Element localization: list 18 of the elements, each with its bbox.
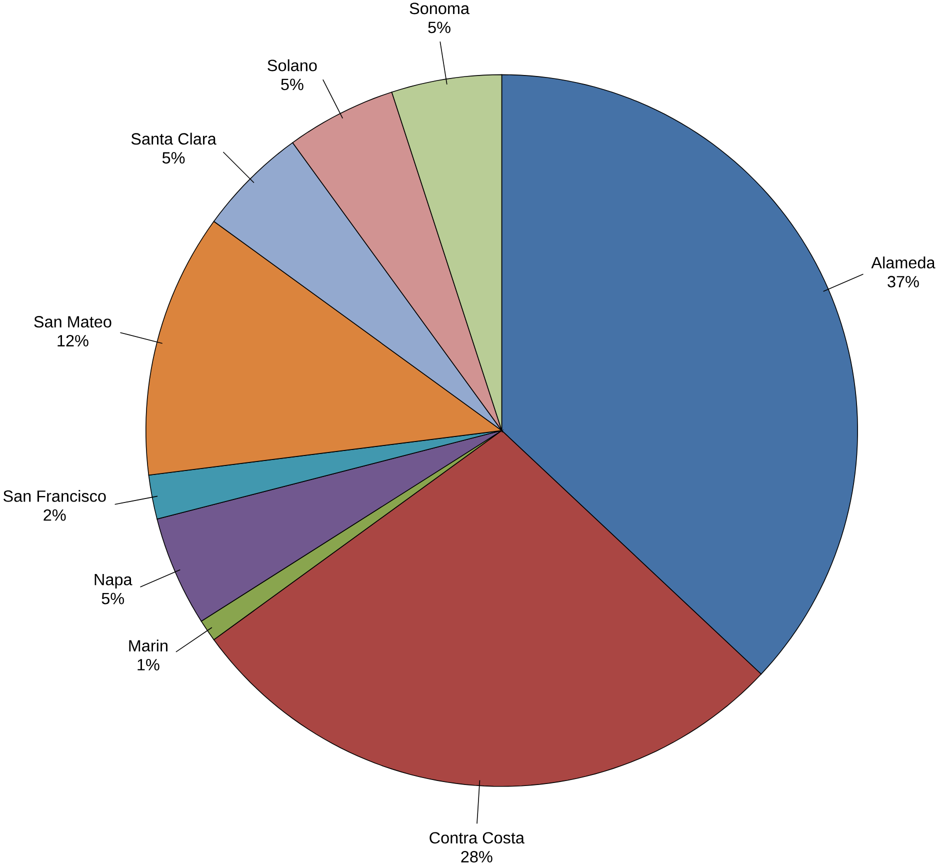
data-label: 37% — [888, 276, 919, 288]
data-label: 12% — [58, 334, 88, 346]
data-label: 28% — [461, 850, 492, 862]
slice-label: Contra Costa — [430, 832, 524, 844]
slice-label: Santa Clara — [131, 132, 216, 145]
data-label: 5% — [428, 22, 450, 34]
slice-label: Solano — [268, 59, 317, 72]
slice-label: Alameda — [871, 256, 936, 268]
slice-label: Marin — [129, 639, 168, 652]
data-label: 5% — [162, 152, 185, 164]
data-label: 2% — [44, 509, 66, 521]
slice-label: Sonoma — [410, 2, 470, 14]
slice-label: San Mateo — [34, 316, 112, 328]
slice-label: Napa — [94, 574, 132, 588]
data-label: 5% — [281, 78, 304, 90]
data-label: 1% — [138, 658, 160, 670]
data-label: 5% — [102, 592, 124, 604]
slice-label: San Francisco — [3, 490, 106, 502]
